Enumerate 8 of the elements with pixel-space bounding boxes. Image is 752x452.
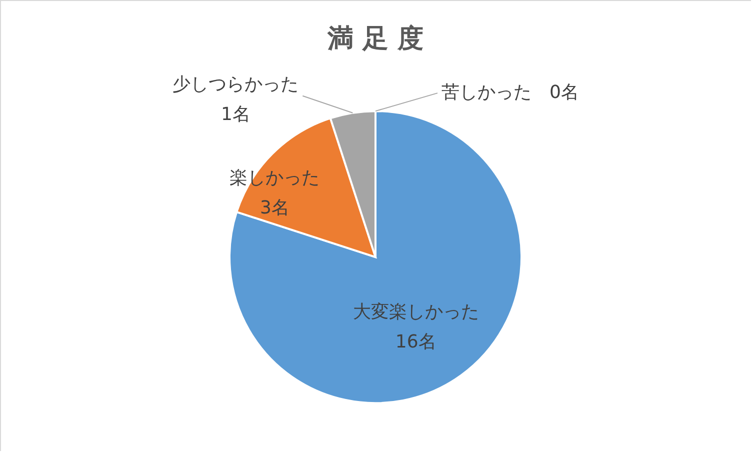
legend-label: 苦しかった 0名 [442, 82, 579, 104]
chart-title: 満 足 度 [326, 24, 424, 54]
data-label: 3名 [260, 197, 290, 218]
slice-label: 大変楽しかった [352, 302, 479, 323]
slice-label: 楽しかった [230, 167, 320, 188]
slice-label: 少しつらかった [172, 74, 299, 95]
data-label: 16名 [395, 332, 436, 353]
data-label: 1名 [220, 104, 250, 125]
